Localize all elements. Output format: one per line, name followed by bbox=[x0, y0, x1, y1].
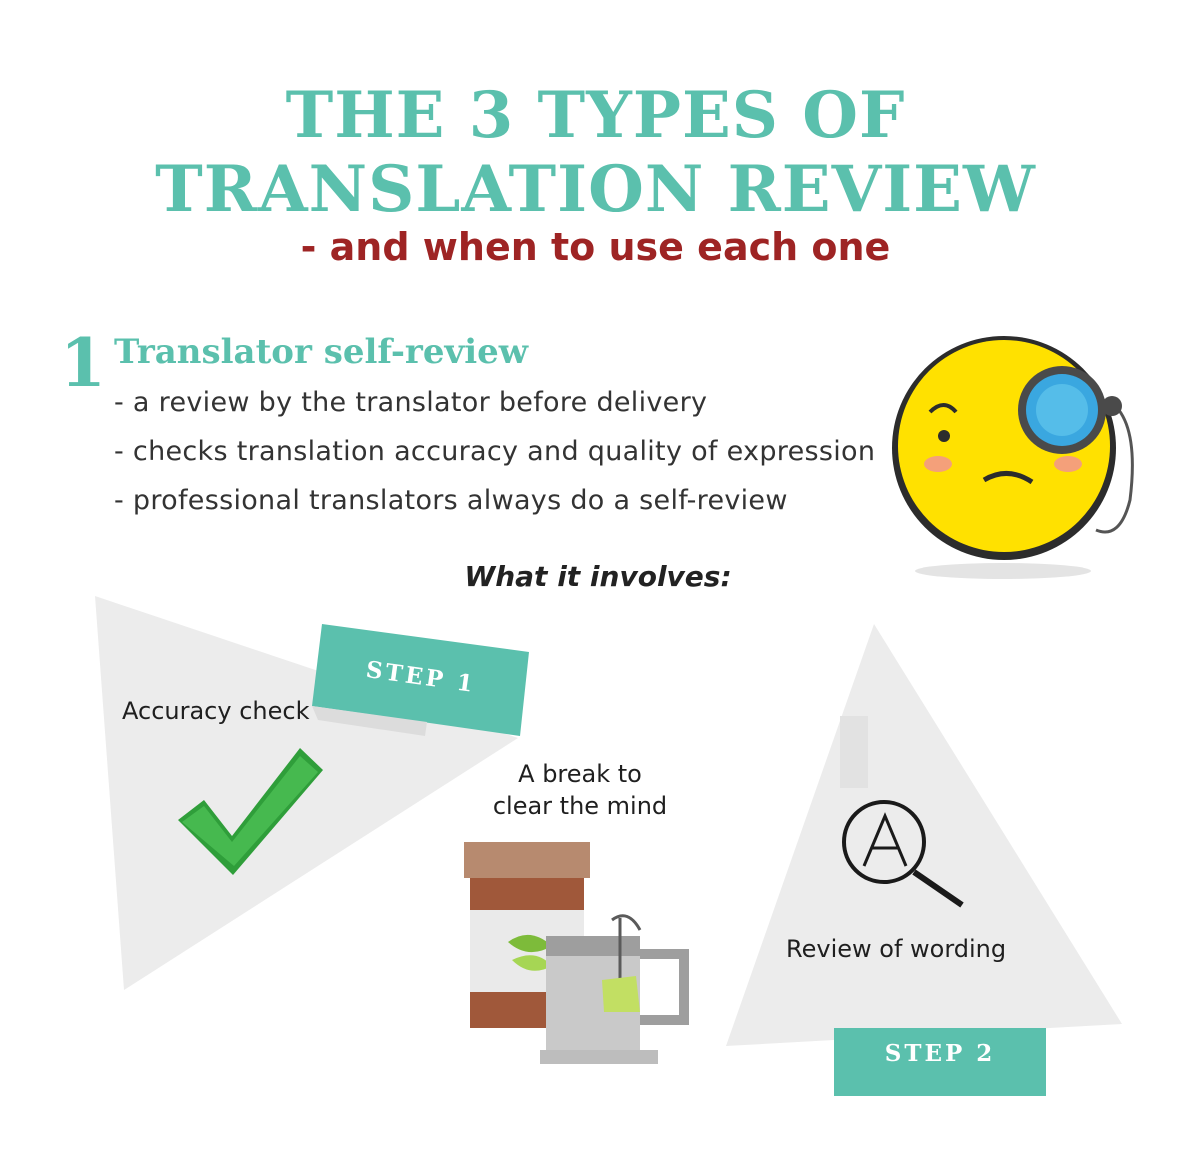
accuracy-check-label: Accuracy check bbox=[122, 697, 310, 725]
monocle-face-icon bbox=[892, 336, 1134, 579]
page-title-line-2: TRANSLATION REVIEW bbox=[155, 152, 1036, 227]
step1-banner bbox=[312, 624, 529, 736]
page-title-line-1: THE 3 TYPES OF bbox=[285, 78, 906, 153]
bullet-item: - professional translators always do a s… bbox=[114, 485, 788, 516]
tea-cup-icon bbox=[464, 842, 689, 1064]
step2-label: STEP 2 bbox=[884, 1040, 996, 1067]
step2-banner-shadow bbox=[840, 716, 868, 788]
step1-banner-shadow bbox=[312, 706, 427, 736]
wording-review-label: Review of wording bbox=[786, 935, 1007, 963]
left-triangle-shape bbox=[95, 596, 518, 990]
break-label-line-2: clear the mind bbox=[492, 792, 668, 820]
checkmark-icon bbox=[178, 748, 323, 875]
section-number: 1 bbox=[60, 324, 106, 402]
search-letter-icon bbox=[842, 800, 964, 908]
involves-heading: What it involves: bbox=[464, 560, 732, 593]
step2-banner bbox=[834, 1028, 1046, 1096]
break-label-line-1: A break to bbox=[518, 760, 642, 788]
page-subtitle: - and when to use each one bbox=[300, 225, 891, 269]
bullet-item: - a review by the translator before deli… bbox=[114, 387, 708, 418]
section-heading: Translator self-review bbox=[114, 332, 529, 372]
bullet-item: - checks translation accuracy and qualit… bbox=[114, 436, 876, 467]
break-label: A break to clear the mind bbox=[470, 758, 690, 822]
